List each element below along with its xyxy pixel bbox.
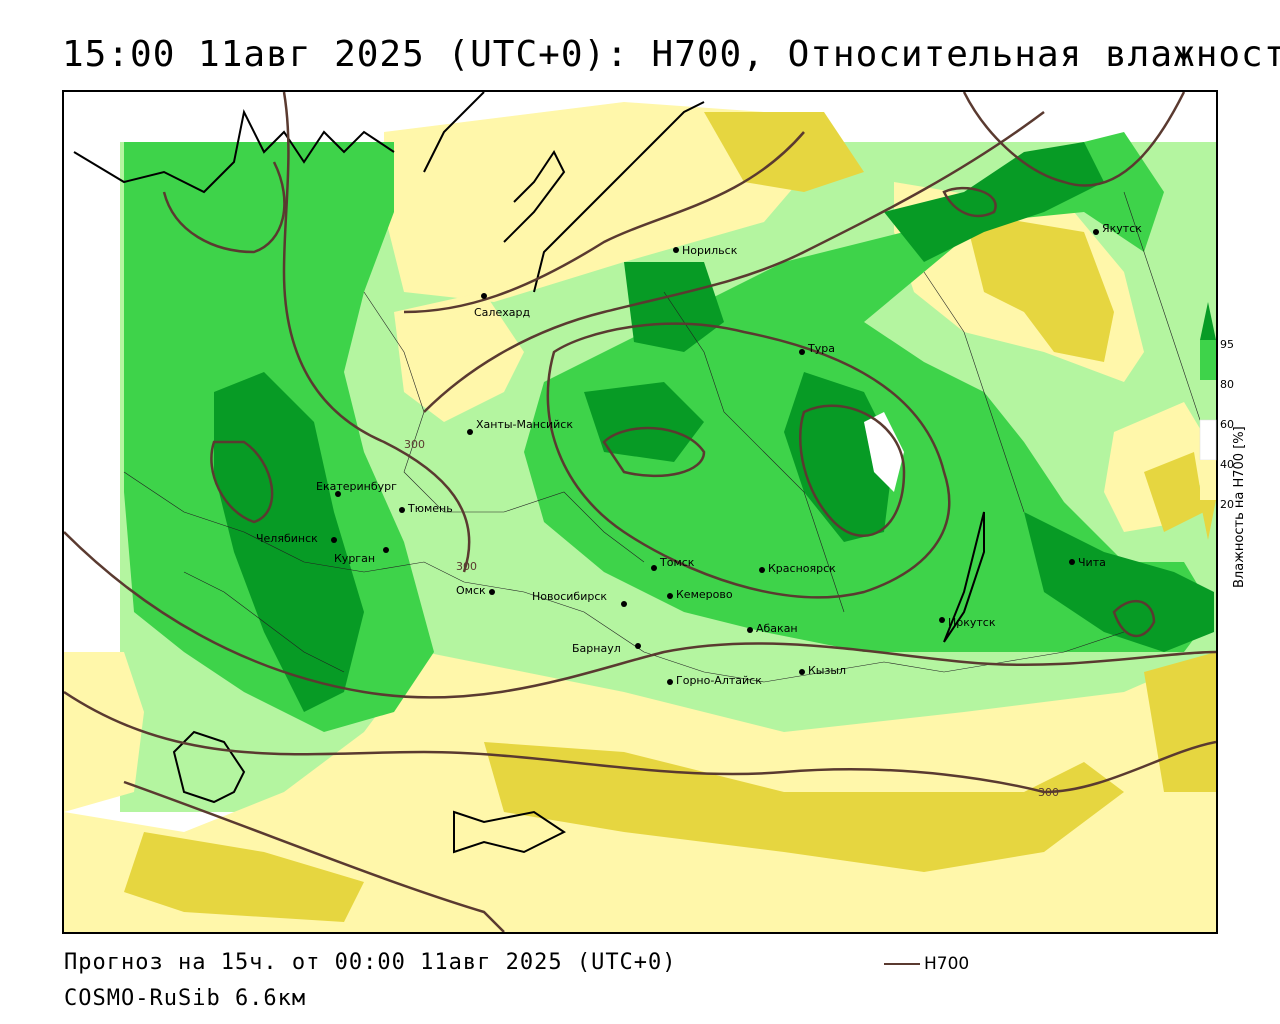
dry-areas	[64, 102, 1216, 932]
svg-text:Кемерово: Кемерово	[676, 588, 733, 601]
city-novosibirsk: Новосибирск	[532, 590, 627, 607]
city-tura: Тура	[799, 342, 835, 355]
forecast-caption: Прогноз на 15ч. от 00:00 11авг 2025 (UTC…	[64, 950, 677, 975]
legend-band	[1200, 460, 1216, 500]
contour-swatch	[884, 963, 920, 965]
contour-legend: H700	[884, 954, 969, 974]
city-tomsk: Томск	[651, 556, 695, 571]
city-yekaterinburg: Екатеринбург	[316, 480, 397, 497]
contour-legend-label: H700	[924, 954, 970, 974]
legend-tick: 60	[1220, 418, 1234, 431]
legend-tick: 80	[1220, 378, 1234, 391]
region-borders	[123, 191, 1205, 683]
svg-text:Салехард: Салехард	[474, 306, 530, 319]
svg-text:Челябинск: Челябинск	[256, 532, 318, 545]
contour-label: 300	[404, 438, 425, 451]
model-caption: COSMO-RuSib 6.6км	[64, 986, 307, 1011]
city-krasnoyarsk: Красноярск	[759, 562, 836, 575]
contour-labels: 300 300 300	[404, 438, 1059, 799]
city-abakan: Абакан	[747, 622, 798, 635]
city-irkutsk: Иркутск	[939, 616, 996, 629]
map-title: 15:00 11авг 2025 (UTC+0): H700, Относите…	[62, 34, 1280, 75]
cities: Якутск Норильск Салехард Тура Ханты-Манс…	[256, 222, 1142, 687]
city-omsk: Омск	[456, 584, 495, 597]
city-norilsk: Норильск	[673, 244, 738, 257]
legend-cap-bottom	[1200, 500, 1216, 540]
city-barnaul: Барнаул	[572, 642, 641, 655]
city-khanty-mansiysk: Ханты-Мансийск	[467, 418, 573, 435]
legend-band	[1200, 340, 1216, 380]
city-salekhard: Салехард	[474, 293, 530, 319]
city-gorno-altaysk: Горно-Алтайск	[667, 674, 762, 687]
svg-text:Якутск: Якутск	[1102, 222, 1142, 235]
legend-cap-top	[1200, 302, 1216, 340]
city-chita: Чита	[1069, 556, 1106, 569]
svg-text:Тура: Тура	[807, 342, 835, 355]
map-canvas: 300 300 300 Якутск Норильск Салехард Тур…	[64, 92, 1216, 932]
contour-label: 300	[1038, 786, 1059, 799]
svg-text:Ханты-Мансийск: Ханты-Мансийск	[476, 418, 573, 431]
svg-text:Тюмень: Тюмень	[407, 502, 453, 515]
legend-title: Влажность на H700 [%]	[1232, 426, 1247, 588]
legend-band	[1200, 380, 1216, 420]
svg-text:Красноярск: Красноярск	[768, 562, 836, 575]
svg-text:Иркутск: Иркутск	[948, 616, 996, 629]
coastlines	[73, 92, 985, 854]
svg-text:Томск: Томск	[659, 556, 695, 569]
city-kurgan: Курган	[334, 547, 389, 565]
city-kyzyl: Кызыл	[799, 664, 846, 677]
humidity-legend: 95 80 60 40 20	[1199, 302, 1234, 540]
svg-text:Кызыл: Кызыл	[808, 664, 846, 677]
svg-text:Горно-Алтайск: Горно-Алтайск	[676, 674, 762, 687]
city-tyumen: Тюмень	[399, 502, 453, 515]
h700-contours	[64, 92, 1216, 932]
svg-text:Норильск: Норильск	[682, 244, 738, 257]
svg-text:Курган: Курган	[334, 552, 375, 565]
svg-text:Абакан: Абакан	[756, 622, 798, 635]
svg-text:Новосибирск: Новосибирск	[532, 590, 607, 603]
city-yakutsk: Якутск	[1093, 222, 1142, 235]
city-kemerovo: Кемерово	[667, 588, 733, 601]
svg-text:Омск: Омск	[456, 584, 486, 597]
svg-text:Чита: Чита	[1078, 556, 1106, 569]
map-panel: 300 300 300 Якутск Норильск Салехард Тур…	[62, 90, 1218, 934]
moist-areas	[124, 132, 1214, 732]
svg-text:Екатеринбург: Екатеринбург	[316, 480, 397, 493]
legend-tick: 40	[1220, 458, 1234, 471]
legend-band	[1199, 419, 1217, 461]
city-chelyabinsk: Челябинск	[256, 532, 337, 545]
contour-label: 300	[456, 560, 477, 573]
legend-tick: 95	[1220, 338, 1234, 351]
svg-text:Барнаул: Барнаул	[572, 642, 621, 655]
legend-tick: 20	[1220, 498, 1234, 511]
